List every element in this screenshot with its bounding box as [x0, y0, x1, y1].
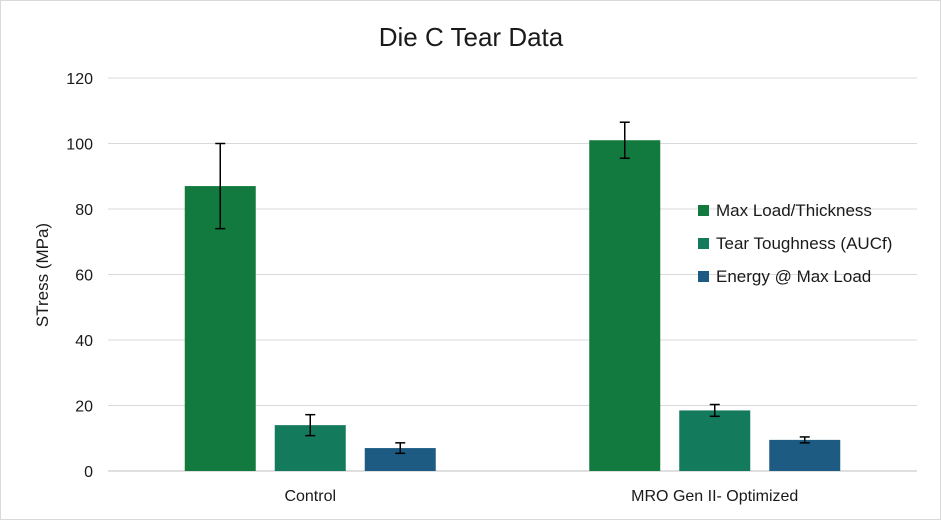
legend-swatch [698, 238, 709, 249]
bars [184, 140, 841, 471]
bar [184, 186, 256, 471]
y-tick-label: 20 [75, 399, 93, 416]
y-axis-title: STress (MPa) [33, 223, 52, 327]
legend-label: Max Load/Thickness [716, 201, 872, 220]
error-bars [215, 121, 810, 455]
y-tick-label: 40 [75, 333, 93, 350]
error-bar [799, 436, 810, 444]
chart-title: Die C Tear Data [379, 22, 564, 52]
error-bar [709, 403, 720, 418]
y-tick-label: 80 [75, 202, 93, 219]
bar [769, 439, 841, 471]
y-tick-label: 100 [66, 137, 93, 154]
error-bar [215, 142, 226, 230]
y-tick-label: 0 [84, 464, 93, 481]
bar [679, 410, 751, 471]
x-tick-label: Control [284, 488, 336, 505]
legend-item: Max Load/Thickness [698, 201, 872, 220]
bar [589, 140, 661, 471]
legend: Max Load/Thickness Tear Toughness (AUCf) E… [698, 201, 892, 286]
x-tick-label: MRO Gen II- Optimized [631, 488, 798, 505]
error-bar [305, 413, 316, 437]
error-bar [619, 121, 630, 159]
y-tick-label: 60 [75, 268, 93, 285]
error-bar [395, 442, 406, 455]
x-tick-labels: Control MRO Gen II- Optimized [284, 488, 798, 505]
legend-item: Energy @ Max Load [698, 267, 871, 286]
legend-label: Tear Toughness (AUCf) [716, 234, 892, 253]
legend-label: Energy @ Max Load [716, 267, 871, 286]
legend-item: Tear Toughness (AUCf) [698, 234, 892, 253]
bar [364, 448, 436, 471]
y-tick-label: 120 [66, 71, 93, 88]
legend-swatch [698, 271, 709, 282]
legend-swatch [698, 205, 709, 216]
y-tick-labels: 0 20 40 60 80 100 120 [66, 71, 93, 481]
